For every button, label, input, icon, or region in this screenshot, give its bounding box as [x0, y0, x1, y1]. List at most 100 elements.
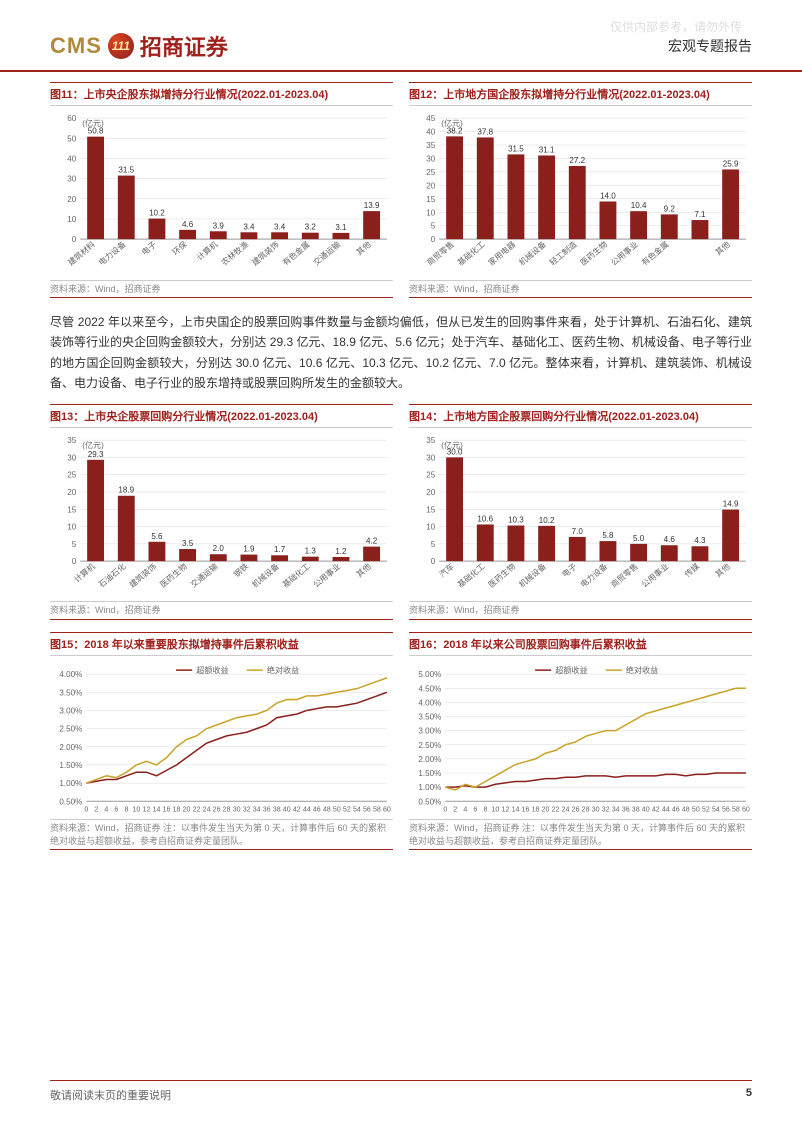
svg-text:8: 8	[483, 806, 487, 813]
svg-text:商贸零售: 商贸零售	[609, 561, 640, 589]
chart-13: 图13：上市央企股票回购分行业情况(2022.01-2023.04) 05101…	[50, 404, 393, 628]
svg-text:14.0: 14.0	[600, 191, 616, 200]
svg-text:50: 50	[333, 806, 341, 813]
logo-circle-icon: 111	[108, 33, 134, 59]
chart-14: 图14：上市地方国企股票回购分行业情况(2022.01-2023.04) 051…	[409, 404, 752, 628]
svg-text:48: 48	[323, 806, 331, 813]
svg-text:44: 44	[662, 806, 670, 813]
svg-text:10.6: 10.6	[477, 514, 493, 523]
svg-text:0: 0	[443, 806, 447, 813]
svg-text:38.2: 38.2	[447, 126, 463, 135]
svg-text:1.50%: 1.50%	[59, 761, 82, 770]
chart-11-source: 资料来源：Wind，招商证券	[50, 280, 393, 299]
svg-text:25: 25	[426, 168, 435, 177]
svg-text:0.50%: 0.50%	[59, 797, 82, 806]
svg-text:电子: 电子	[139, 239, 158, 257]
svg-text:公用事业: 公用事业	[311, 561, 342, 589]
svg-text:10: 10	[67, 522, 76, 531]
svg-text:14: 14	[512, 806, 520, 813]
chart-11-svg: 0102030405060(亿元)50.8建筑材料31.5电力设备10.2电子4…	[50, 108, 393, 280]
chart-14-title: 图14：上市地方国企股票回购分行业情况(2022.01-2023.04)	[409, 404, 752, 428]
svg-text:18: 18	[173, 806, 181, 813]
svg-text:2: 2	[94, 806, 98, 813]
svg-text:机械设备: 机械设备	[517, 561, 548, 589]
svg-text:基础化工: 基础化工	[455, 239, 486, 267]
svg-text:25: 25	[426, 470, 435, 479]
svg-text:29.3: 29.3	[88, 449, 104, 458]
svg-text:14: 14	[153, 806, 161, 813]
svg-text:35: 35	[67, 436, 76, 445]
svg-text:3.9: 3.9	[213, 221, 225, 230]
chart-15-svg: 0.50%1.00%1.50%2.00%2.50%3.00%3.50%4.00%…	[50, 658, 393, 819]
svg-text:1.00%: 1.00%	[418, 783, 441, 792]
chart-12: 图12：上市地方国企股东拟增持分行业情况(2022.01-2023.04) 05…	[409, 82, 752, 306]
svg-text:0: 0	[72, 235, 77, 244]
svg-text:5: 5	[72, 540, 77, 549]
svg-text:超额收益: 超额收益	[555, 665, 587, 675]
svg-text:电力设备: 电力设备	[578, 561, 609, 589]
svg-text:公用事业: 公用事业	[639, 561, 670, 589]
svg-text:交通运输: 交通运输	[311, 239, 342, 267]
chart-16-svg: 0.50%1.00%1.50%2.00%2.50%3.00%3.50%4.00%…	[409, 658, 752, 819]
svg-text:36: 36	[263, 806, 271, 813]
svg-text:2: 2	[453, 806, 457, 813]
svg-text:5.8: 5.8	[602, 531, 614, 540]
svg-text:25: 25	[67, 470, 76, 479]
svg-text:0.50%: 0.50%	[418, 797, 441, 806]
svg-text:电力设备: 电力设备	[96, 239, 127, 267]
chart-15-source: 资料来源：Wind，招商证券 注：以事件发生当天为第 0 天，计算事件后 60 …	[50, 819, 393, 850]
svg-text:4.00%: 4.00%	[59, 670, 82, 679]
svg-text:24: 24	[203, 806, 211, 813]
chart-15: 图15：2018 年以来重要股东拟增持事件后累积收益 0.50%1.00%1.5…	[50, 632, 393, 859]
svg-text:8: 8	[124, 806, 128, 813]
content: 图11：上市央企股东拟增持分行业情况(2022.01-2023.04) 0102…	[0, 72, 802, 858]
svg-text:10: 10	[426, 208, 435, 217]
svg-text:10: 10	[67, 215, 76, 224]
svg-text:3.00%: 3.00%	[418, 726, 441, 735]
svg-text:34: 34	[253, 806, 261, 813]
svg-text:2.50%: 2.50%	[418, 741, 441, 750]
svg-text:5.0: 5.0	[633, 533, 645, 542]
svg-text:其他: 其他	[354, 239, 373, 257]
svg-text:基础化工: 基础化工	[455, 561, 486, 589]
svg-text:35: 35	[426, 436, 435, 445]
svg-text:计算机: 计算机	[195, 239, 220, 262]
svg-text:7.0: 7.0	[572, 527, 584, 536]
svg-text:42: 42	[652, 806, 660, 813]
svg-text:0: 0	[84, 806, 88, 813]
svg-text:31.1: 31.1	[539, 145, 555, 154]
svg-text:20: 20	[542, 806, 550, 813]
svg-text:4: 4	[463, 806, 467, 813]
svg-text:20: 20	[426, 181, 435, 190]
svg-text:公用事业: 公用事业	[609, 239, 640, 267]
svg-text:25.9: 25.9	[723, 159, 739, 168]
chart-row-2: 图13：上市央企股票回购分行业情况(2022.01-2023.04) 05101…	[50, 404, 752, 628]
svg-text:60: 60	[67, 114, 76, 123]
svg-text:30: 30	[426, 154, 435, 163]
svg-text:28: 28	[223, 806, 231, 813]
svg-text:30: 30	[592, 806, 600, 813]
svg-text:40: 40	[642, 806, 650, 813]
chart-12-title: 图12：上市地方国企股东拟增持分行业情况(2022.01-2023.04)	[409, 82, 752, 106]
svg-text:44: 44	[303, 806, 311, 813]
svg-text:5.00%: 5.00%	[418, 670, 441, 679]
svg-text:轻工制造: 轻工制造	[547, 239, 578, 267]
page-number: 5	[746, 1087, 752, 1103]
svg-text:(亿元): (亿元)	[82, 440, 104, 450]
svg-text:建筑装饰: 建筑装饰	[127, 561, 158, 589]
logo-cms-text: CMS	[50, 33, 102, 59]
report-type: 宏观专题报告	[668, 36, 752, 56]
svg-text:3.1: 3.1	[335, 223, 347, 232]
svg-text:10.4: 10.4	[631, 201, 647, 210]
svg-text:40: 40	[426, 128, 435, 137]
svg-text:50: 50	[67, 134, 76, 143]
svg-text:其他: 其他	[713, 561, 732, 579]
svg-text:1.9: 1.9	[243, 544, 255, 553]
svg-text:1.7: 1.7	[274, 545, 286, 554]
svg-text:15: 15	[426, 505, 435, 514]
svg-text:建筑装饰: 建筑装饰	[250, 239, 281, 267]
svg-text:3.2: 3.2	[305, 223, 317, 232]
svg-text:34: 34	[612, 806, 620, 813]
svg-text:机械设备: 机械设备	[517, 239, 548, 267]
svg-text:14.9: 14.9	[723, 499, 739, 508]
